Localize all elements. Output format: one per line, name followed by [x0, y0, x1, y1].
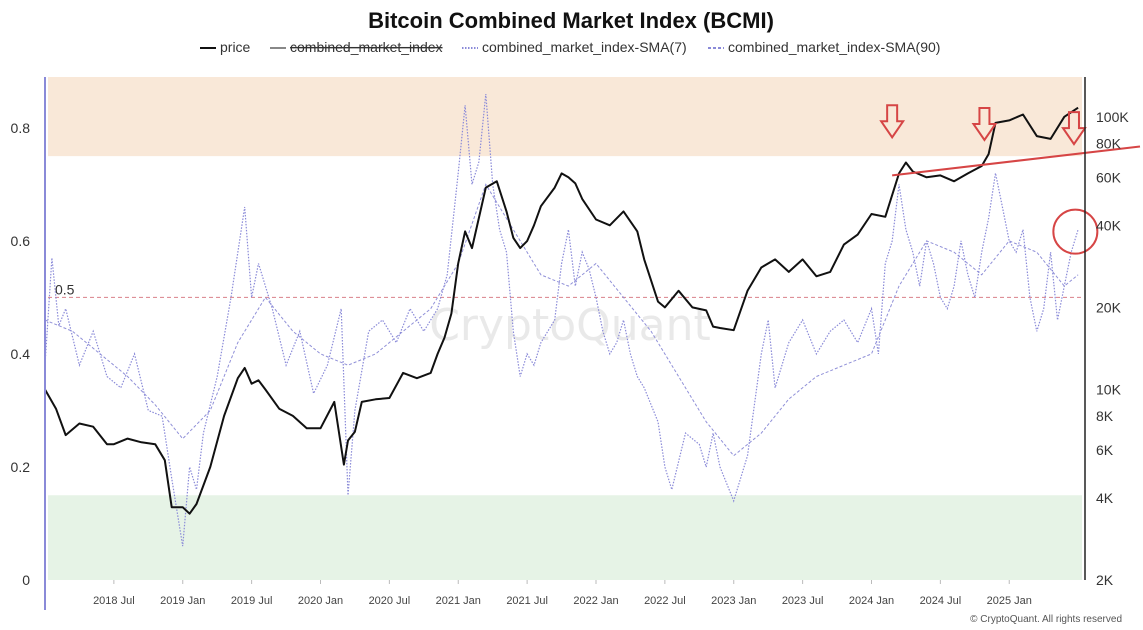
y-right-tick: 40K: [1096, 217, 1122, 233]
series-layer: [44, 93, 1079, 547]
annotations: [879, 104, 1141, 255]
y-left-tick: 0.6: [11, 233, 31, 249]
x-tick-label: 2019 Jul: [231, 595, 273, 607]
x-tick-label: 2023 Jan: [711, 595, 756, 607]
x-tick-label: 2022 Jan: [573, 595, 618, 607]
x-tick-label: 2020 Jan: [298, 595, 343, 607]
overheated-zone: [48, 77, 1082, 157]
reference-line: 0.5: [48, 281, 1082, 298]
trendline: [892, 145, 1141, 177]
x-tick-label: 2021 Jul: [506, 595, 548, 607]
y-right-tick: 100K: [1096, 109, 1129, 125]
legend-label: price: [220, 39, 251, 55]
down-arrow-icon: [1061, 111, 1087, 146]
legend-label: combined_market_index: [290, 39, 443, 55]
y-left-tick: 0.2: [11, 459, 31, 475]
y-right-tick: 20K: [1096, 299, 1122, 315]
y-right-tick: 80K: [1096, 135, 1122, 151]
series-price-line: [44, 106, 1079, 515]
down-arrow-icon: [971, 106, 998, 142]
y-left-tick: 0.8: [11, 120, 31, 136]
background-bands: [48, 77, 1082, 580]
series-sma90-line: [44, 183, 1079, 457]
chart-title: Bitcoin Combined Market Index (BCMI): [368, 8, 774, 33]
y-right-tick: 2K: [1096, 572, 1114, 588]
x-tick-label: 2024 Jan: [849, 595, 894, 607]
y-right-tick: 4K: [1096, 490, 1114, 506]
y-right-tick: 6K: [1096, 442, 1114, 458]
legend: price combined_market_index combined_marke…: [200, 39, 940, 55]
y-right-tick: 10K: [1096, 381, 1122, 397]
legend-label: combined_market_index-SMA(90): [728, 39, 940, 55]
x-tick-label: 2020 Jul: [369, 595, 411, 607]
x-tick-label: 2023 Jul: [782, 595, 824, 607]
axes: 0 0.2 0.4 0.6 0.8 2K 4K 6K 8K 10K 20K 40K 60K 80K 100K…: [11, 77, 1129, 610]
series-sma7-line: [44, 93, 1079, 547]
x-tick-label: 2022 Jul: [644, 595, 686, 607]
watermark: CryptoQuant: [429, 300, 711, 351]
highlight-circle: [1052, 208, 1099, 255]
y-right-tick: 8K: [1096, 408, 1114, 424]
y-left-tick: 0: [22, 572, 30, 588]
x-tick-label: 2024 Jul: [920, 595, 962, 607]
undervalued-zone: [48, 495, 1082, 580]
y-left-tick: 0.4: [11, 346, 31, 362]
reference-line-label: 0.5: [55, 281, 75, 297]
credit-text: © CryptoQuant. All rights reserved: [970, 614, 1122, 625]
y-right-tick: 60K: [1096, 169, 1122, 185]
x-tick-label: 2019 Jan: [160, 595, 205, 607]
down-arrow-icon: [879, 104, 906, 140]
x-tick-label: 2018 Jul: [93, 595, 135, 607]
x-tick-label: 2025 Jan: [987, 595, 1032, 607]
legend-label: combined_market_index-SMA(7): [482, 39, 687, 55]
x-tick-label: 2021 Jan: [436, 595, 481, 607]
